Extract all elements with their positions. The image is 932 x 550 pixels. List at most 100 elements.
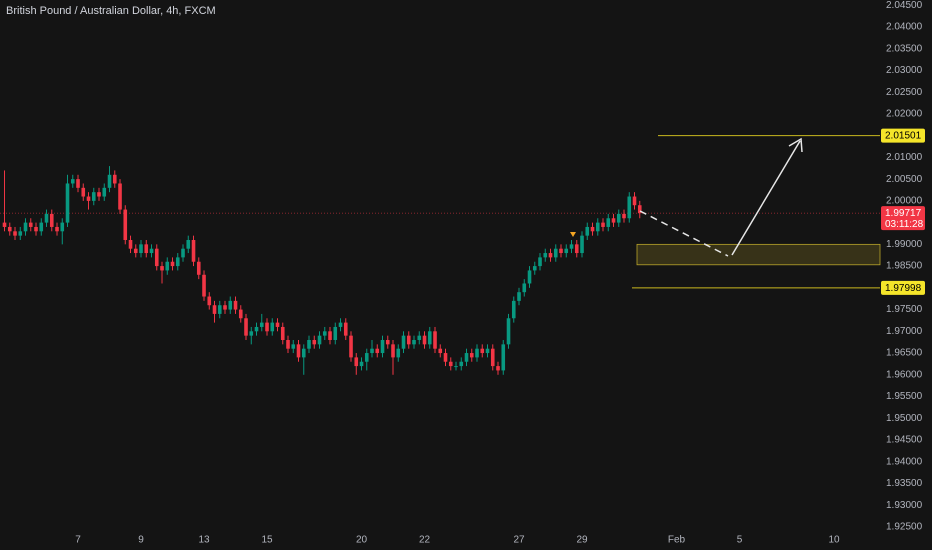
- candle-body: [128, 240, 133, 249]
- candle-body: [595, 222, 600, 232]
- candle-body: [44, 213, 49, 223]
- candle-body: [412, 340, 416, 345]
- candle-body: [275, 322, 280, 327]
- candle-body: [522, 283, 527, 293]
- candle-body: [359, 361, 364, 367]
- candle-body: [112, 174, 117, 184]
- candle-body: [569, 244, 574, 249]
- candle-body: [296, 344, 301, 358]
- candle-body: [107, 174, 112, 188]
- candle-body: [396, 348, 401, 358]
- candle-body: [448, 361, 453, 367]
- candle-body: [34, 226, 38, 232]
- chart-title: British Pound / Australian Dollar, 4h, F…: [6, 5, 216, 17]
- candle-body: [616, 213, 621, 223]
- candle-body: [70, 179, 75, 184]
- candle-body: [175, 257, 180, 267]
- candle-body: [286, 340, 290, 349]
- candle-body: [97, 192, 101, 197]
- candle-body: [532, 266, 537, 271]
- y-tick-label: 1.95000: [886, 413, 923, 424]
- candle-body: [480, 348, 485, 354]
- x-tick-label: 5: [737, 535, 743, 546]
- candle-body: [165, 261, 170, 271]
- candle-body: [76, 179, 80, 188]
- level-label-bg: [881, 128, 925, 143]
- candle-body: [312, 340, 317, 345]
- x-tick-label: 13: [198, 535, 210, 546]
- candle-body: [23, 222, 28, 232]
- candle-body: [81, 187, 86, 197]
- x-tick-label: 29: [576, 535, 588, 546]
- candle-body: [217, 305, 222, 314]
- y-tick-label: 1.97000: [886, 326, 923, 337]
- candle-body: [7, 226, 12, 232]
- candle-body: [65, 183, 70, 223]
- zone: [636, 243, 881, 266]
- candle-body: [464, 353, 469, 362]
- candle-body: [527, 270, 532, 284]
- projection-dashed: [639, 210, 729, 257]
- candle-body: [322, 331, 327, 336]
- candle-body: [144, 244, 149, 254]
- y-tick-label: 2.02000: [886, 109, 923, 120]
- candle-body: [606, 218, 611, 227]
- candle-body: [590, 226, 595, 232]
- candle-body: [459, 361, 464, 367]
- candle-body: [207, 296, 212, 306]
- candle-body: [149, 248, 154, 254]
- candle-body: [139, 244, 143, 254]
- candle-body: [496, 366, 500, 371]
- candle-body: [375, 348, 380, 354]
- candle-body: [338, 322, 343, 327]
- projection-arrow: [731, 140, 801, 256]
- candle-body: [511, 300, 516, 319]
- last-price-label: 1.99717: [885, 208, 922, 219]
- candle-body: [102, 187, 107, 197]
- y-tick-label: 2.00000: [886, 196, 923, 207]
- candle-body: [475, 348, 479, 358]
- candle-body: [265, 322, 269, 332]
- candle-body: [123, 209, 128, 240]
- y-tick-label: 1.97500: [886, 304, 923, 315]
- level-label: 2.01501: [885, 131, 922, 142]
- candle-body: [202, 274, 206, 297]
- candle-body: [212, 305, 217, 314]
- candle-body: [118, 183, 122, 210]
- drawings: [0, 135, 881, 289]
- candle-body: [349, 335, 353, 358]
- y-tick-label: 2.03500: [886, 43, 923, 54]
- x-tick-label: 15: [261, 535, 273, 546]
- candle-body: [238, 309, 243, 319]
- candle-body: [291, 344, 296, 349]
- x-tick-label: 20: [356, 535, 368, 546]
- candle-body: [160, 266, 164, 271]
- y-tick-label: 1.96000: [886, 369, 923, 380]
- candles: [2, 166, 642, 375]
- candle-body: [307, 340, 311, 349]
- candle-body: [154, 248, 159, 267]
- candle-body: [333, 326, 338, 340]
- y-tick-label: 1.96500: [886, 348, 923, 359]
- candle-body: [254, 326, 259, 332]
- candle-body: [55, 226, 59, 232]
- x-tick-label: Feb: [668, 535, 686, 546]
- level-label: 1.97998: [885, 283, 922, 294]
- candle-body: [490, 348, 495, 367]
- level-label-bg: [881, 280, 925, 295]
- candle-body: [469, 353, 474, 358]
- candle-body: [454, 366, 458, 368]
- x-tick-label: 9: [138, 535, 144, 546]
- candle-body: [417, 335, 422, 340]
- marker: [570, 232, 576, 237]
- candle-body: [627, 196, 632, 219]
- candle-body: [385, 340, 390, 345]
- candle-body: [223, 305, 227, 310]
- candle-body: [538, 257, 542, 267]
- candle-body: [501, 344, 506, 371]
- candle-body: [270, 322, 275, 332]
- candle-body: [564, 248, 569, 254]
- candle-body: [18, 231, 23, 236]
- candle-body: [186, 240, 191, 249]
